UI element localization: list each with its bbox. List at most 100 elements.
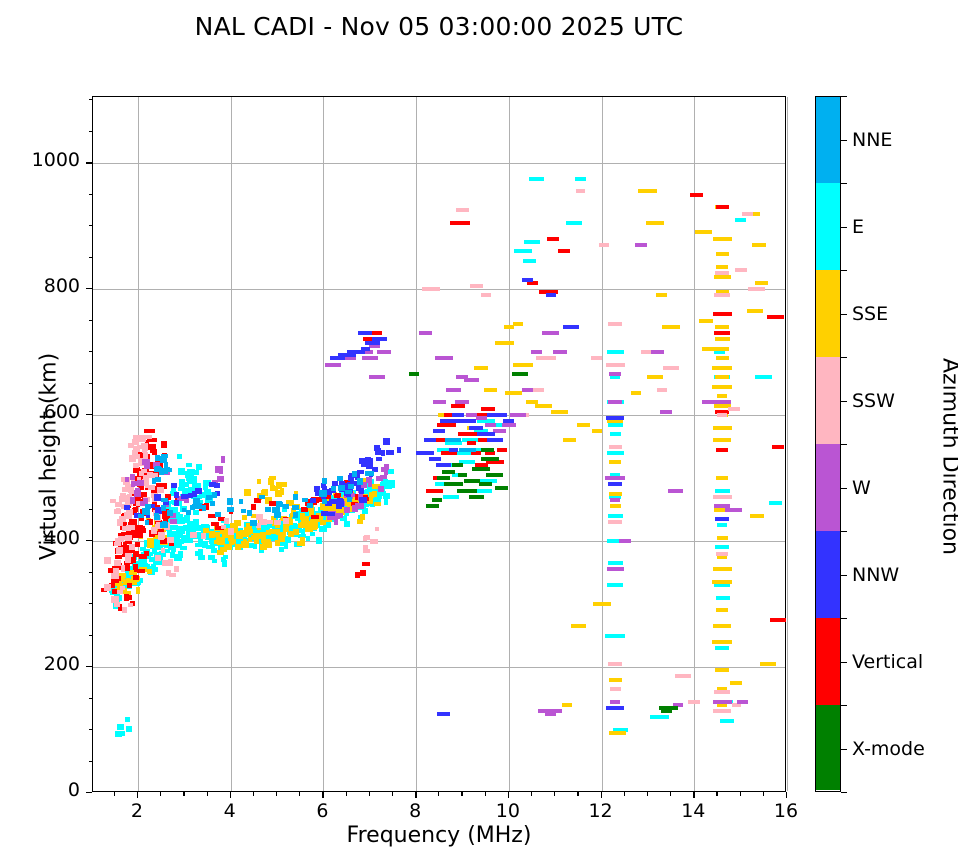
- echo-point: [290, 508, 296, 514]
- echo-point: [163, 462, 168, 469]
- y-minor-tick: [88, 729, 92, 731]
- echo-point: [350, 481, 359, 486]
- colorbar-segment-nnw[interactable]: [816, 530, 840, 618]
- echo-point: [370, 500, 376, 508]
- x-minor-tick: [206, 792, 208, 796]
- echo-point: [177, 453, 183, 459]
- echo-point: [690, 192, 704, 197]
- echo-point: [223, 517, 229, 524]
- colorbar-tick: [841, 748, 847, 750]
- echo-point: [727, 406, 740, 411]
- echo-point: [605, 362, 625, 367]
- echo-point: [529, 176, 545, 181]
- colorbar-segment-w[interactable]: [816, 443, 840, 531]
- echo-point: [496, 447, 507, 452]
- echo-point: [531, 350, 543, 355]
- echo-point: [226, 498, 233, 506]
- echo-point: [184, 516, 191, 523]
- echo-point: [357, 350, 374, 355]
- echo-point: [437, 447, 451, 452]
- echo-point: [119, 585, 125, 590]
- echo-point: [437, 476, 451, 481]
- echo-point: [123, 541, 128, 546]
- echo-point: [362, 544, 368, 550]
- echo-point: [121, 607, 127, 614]
- echo-point: [575, 176, 587, 181]
- echo-point: [212, 532, 220, 538]
- echo-point: [177, 487, 184, 492]
- colorbar[interactable]: [815, 96, 841, 792]
- echo-point: [561, 702, 572, 707]
- echo-point: [121, 525, 127, 531]
- x-tick-label: 10: [495, 800, 520, 822]
- echo-point: [181, 537, 187, 544]
- echo-point: [169, 540, 175, 546]
- echo-point: [114, 601, 121, 607]
- x-minor-tick: [113, 792, 115, 796]
- echo-point: [174, 500, 180, 507]
- echo-point: [228, 510, 233, 515]
- echo-point: [712, 579, 733, 584]
- echo-point: [152, 533, 158, 539]
- echo-point: [563, 324, 580, 329]
- echo-point: [186, 509, 192, 515]
- echo-point: [232, 525, 238, 531]
- echo-point: [731, 702, 741, 707]
- echo-point: [132, 507, 138, 515]
- echo-point: [656, 387, 667, 392]
- echo-point: [607, 513, 623, 518]
- echo-point: [174, 512, 181, 520]
- colorbar-segment-sse[interactable]: [816, 269, 840, 357]
- echo-point: [135, 488, 141, 494]
- echo-point: [526, 280, 538, 285]
- echo-point: [562, 438, 576, 443]
- echo-point: [130, 601, 136, 607]
- echo-point: [374, 448, 381, 456]
- echo-point: [286, 499, 295, 506]
- echo-point: [124, 512, 132, 519]
- echo-point: [717, 523, 728, 528]
- echo-point: [337, 353, 356, 358]
- echo-point: [416, 450, 435, 455]
- echo-point: [310, 497, 317, 503]
- y-minor-tick: [88, 697, 92, 699]
- y-minor-tick: [88, 382, 92, 384]
- echo-point: [479, 482, 493, 487]
- y-minor-tick: [88, 256, 92, 258]
- echo-point: [607, 561, 623, 566]
- echo-point: [160, 504, 166, 511]
- y-minor-tick: [88, 508, 92, 510]
- colorbar-segment-e[interactable]: [816, 182, 840, 270]
- echo-point: [712, 312, 732, 317]
- echo-point: [455, 400, 470, 405]
- echo-point: [150, 564, 156, 572]
- echo-point: [239, 499, 244, 505]
- echo-point: [133, 566, 138, 573]
- echo-point: [312, 522, 319, 529]
- echo-point: [712, 384, 733, 389]
- colorbar-segment-x-mode[interactable]: [816, 704, 840, 791]
- echo-point: [368, 375, 385, 380]
- echo-point: [136, 561, 144, 566]
- echo-point: [551, 409, 569, 414]
- echo-point: [379, 474, 387, 479]
- echo-point: [108, 582, 115, 588]
- echo-point: [301, 519, 308, 524]
- echo-point: [360, 346, 370, 351]
- echo-point: [350, 501, 358, 506]
- echo-point: [645, 220, 664, 225]
- y-tick-label: 0: [67, 779, 80, 801]
- colorbar-label-sse: SSE: [852, 302, 889, 325]
- echo-point: [214, 542, 220, 547]
- echo-point: [324, 500, 332, 506]
- echo-point: [208, 555, 216, 561]
- colorbar-segment-nne[interactable]: [816, 97, 840, 183]
- echo-point: [165, 468, 173, 473]
- colorbar-segment-ssw[interactable]: [816, 356, 840, 444]
- x-minor-tick: [623, 792, 625, 796]
- echo-point: [485, 460, 504, 465]
- colorbar-segment-vertical[interactable]: [816, 617, 840, 705]
- echo-point: [114, 541, 122, 546]
- echo-point: [123, 545, 129, 550]
- echo-point: [283, 535, 291, 543]
